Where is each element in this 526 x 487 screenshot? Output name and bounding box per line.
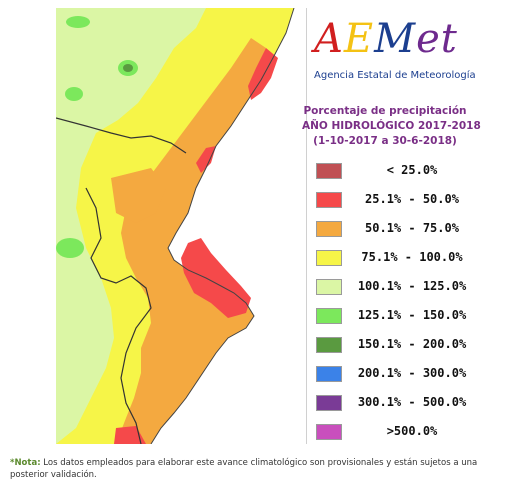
legend-swatch: [316, 250, 342, 266]
precipitation-map: [56, 8, 307, 444]
wordmark-e: E: [344, 16, 374, 62]
legend-label: 300.1% - 500.0%: [352, 395, 472, 409]
legend-swatch: [316, 366, 342, 382]
legend-swatch: [316, 192, 342, 208]
wordmark-et: et: [416, 16, 458, 62]
legend-title-line-1: Porcentaje de precipitación: [302, 104, 468, 119]
legend-swatch: [316, 279, 342, 295]
legend-swatch: [316, 424, 342, 440]
legend-row: 125.1% - 150.0%: [316, 307, 506, 325]
legend-row: 300.1% - 500.0%: [316, 394, 506, 412]
legend-row: 50.1% - 75.0%: [316, 220, 506, 238]
legend-row: 200.1% - 300.0%: [316, 365, 506, 383]
legend-swatch: [316, 337, 342, 353]
legend-row: < 25.0%: [316, 162, 506, 180]
legend-row: 100.1% - 125.0%: [316, 278, 506, 296]
legend-title: Porcentaje de precipitación AÑO HIDROLÓG…: [302, 104, 468, 149]
footnote-label: *Nota:: [10, 458, 41, 468]
zone-green-2: [65, 87, 83, 101]
zone-darkgreen-1: [123, 64, 133, 72]
wordmark-a: A: [314, 16, 344, 62]
logo-subtitle: Agencia Estatal de Meteorología: [314, 70, 476, 81]
aemet-wordmark: AEMet: [314, 16, 458, 62]
legend-label: 200.1% - 300.0%: [352, 366, 472, 380]
zone-green-4: [66, 16, 90, 28]
aemet-logo: AEMet Agencia Estatal de Meteorología: [312, 16, 472, 86]
legend-title-line-2: AÑO HIDROLÓGICO 2017-2018: [302, 119, 468, 134]
footnote-text: Los datos empleados para elaborar este a…: [10, 458, 477, 480]
legend-row: 75.1% - 100.0%: [316, 249, 506, 267]
legend-row: >500.0%: [316, 423, 506, 441]
legend-swatch: [316, 163, 342, 179]
legend-row: 150.1% - 200.0%: [316, 336, 506, 354]
legend-swatch: [316, 395, 342, 411]
legend-label: < 25.0%: [352, 163, 472, 177]
legend-row: 25.1% - 50.0%: [316, 191, 506, 209]
legend-label: 100.1% - 125.0%: [352, 279, 472, 293]
legend-swatch: [316, 308, 342, 324]
legend-label: 25.1% - 50.0%: [352, 192, 472, 206]
legend-label: 150.1% - 200.0%: [352, 337, 472, 351]
footnote: *Nota: Los datos empleados para elaborar…: [10, 457, 510, 481]
legend-label: 75.1% - 100.0%: [352, 250, 472, 264]
legend-label: 125.1% - 150.0%: [352, 308, 472, 322]
zone-green-3: [56, 238, 84, 258]
legend-label: >500.0%: [352, 424, 472, 438]
map-graphic: [56, 8, 306, 444]
legend-swatch: [316, 221, 342, 237]
legend-label: 50.1% - 75.0%: [352, 221, 472, 235]
legend-title-line-3: (1-10-2017 a 30-6-2018): [302, 134, 468, 149]
wordmark-m: M: [374, 16, 416, 62]
